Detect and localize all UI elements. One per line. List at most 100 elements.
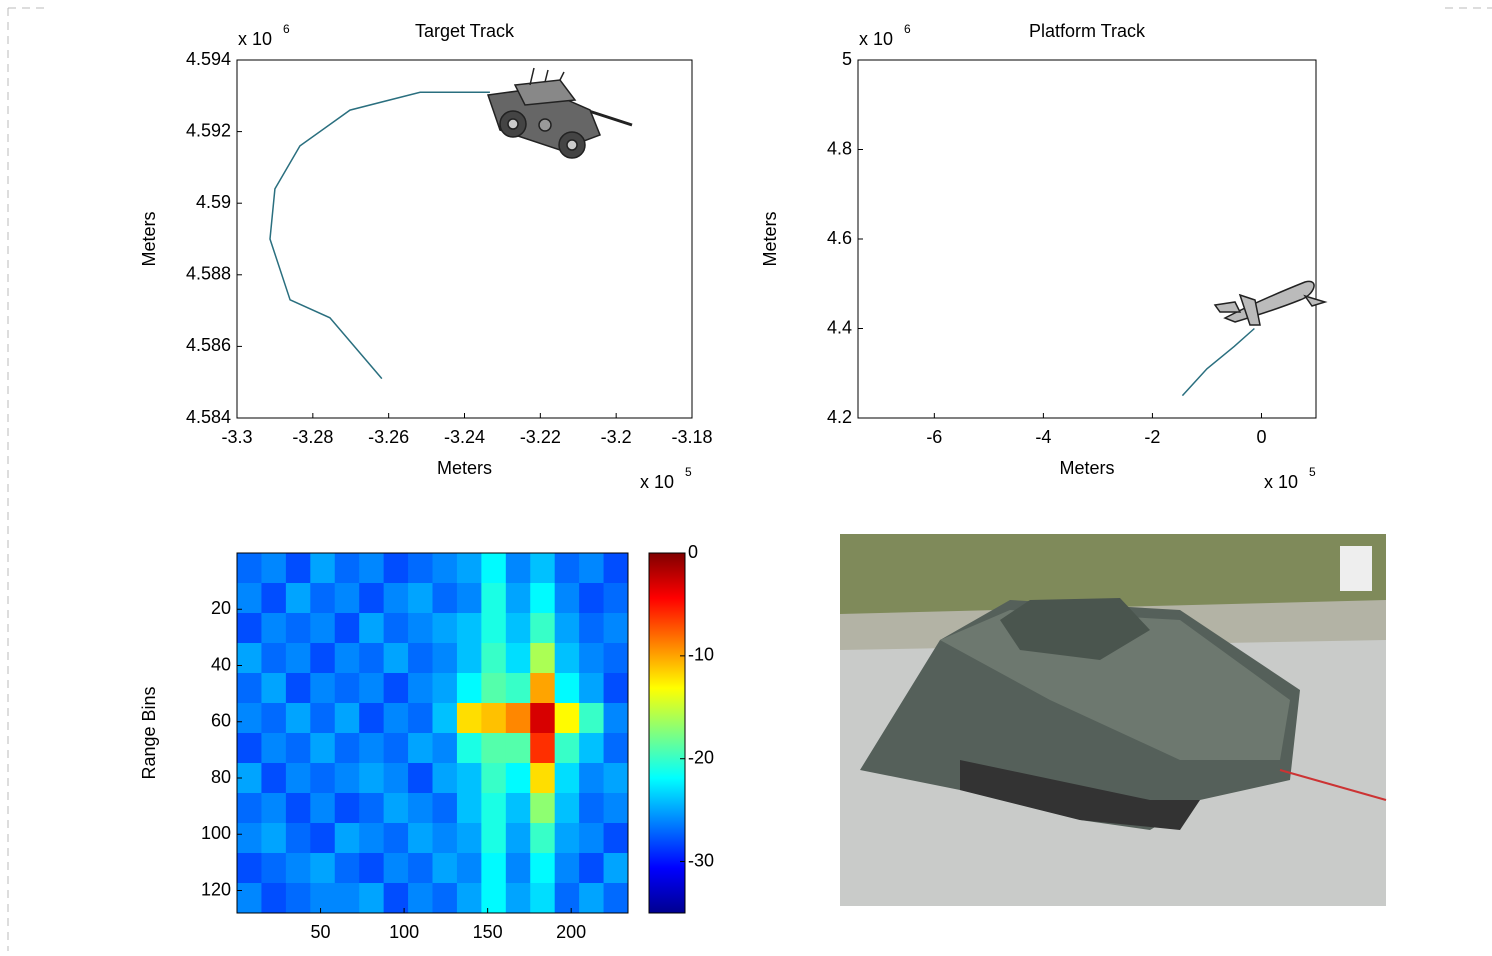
heatmap-cell: [506, 733, 531, 764]
x-tick-label: 100: [389, 922, 419, 942]
y-tick-label: 4.586: [186, 335, 231, 355]
y-tick-label: 4.4: [827, 317, 852, 337]
heatmap-cell: [359, 703, 384, 734]
heatmap-cell: [286, 793, 311, 824]
heatmap-cell: [335, 613, 360, 644]
heatmap-cell: [408, 853, 433, 884]
vehicle-icon: [488, 68, 632, 158]
heatmap-cell: [408, 643, 433, 674]
heatmap-cell: [335, 553, 360, 584]
heatmap-cell: [481, 613, 506, 644]
y-tick-label: 5: [842, 49, 852, 69]
y-tick-label: 4.6: [827, 228, 852, 248]
colorbar-tick-label: -30: [688, 850, 714, 870]
heatmap-cell: [359, 883, 384, 914]
heatmap-cell: [530, 853, 555, 884]
heatmap-cell: [237, 643, 262, 674]
heatmap-cell: [530, 733, 555, 764]
heatmap-cell: [261, 673, 286, 704]
heatmap-cell: [286, 553, 311, 584]
heatmap-cell: [555, 883, 580, 914]
x-tick-label: -3.22: [520, 427, 561, 447]
heatmap-cell: [433, 673, 458, 704]
heatmap-cell: [433, 823, 458, 854]
heatmap-cell: [359, 643, 384, 674]
x-tick-label: 150: [473, 922, 503, 942]
y-tick-label: 4.584: [186, 407, 231, 427]
heatmap-cell: [457, 883, 482, 914]
heatmap-cell: [359, 763, 384, 794]
x-tick-label: -3.24: [444, 427, 485, 447]
y-tick-label: 80: [211, 767, 231, 787]
heatmap-cell: [408, 883, 433, 914]
heatmap-cell: [433, 583, 458, 614]
colorbar-tick-label: -20: [688, 747, 714, 767]
x-tick-label: 200: [556, 922, 586, 942]
heatmap-cell: [555, 613, 580, 644]
heatmap-cell: [384, 673, 409, 704]
heatmap-cell: [433, 613, 458, 644]
heatmap-cell: [604, 673, 629, 704]
chart-title: Platform Track: [1029, 21, 1146, 41]
heatmap-cell: [237, 853, 262, 884]
heatmap-cell: [579, 673, 604, 704]
x-tick-label: -4: [1035, 427, 1051, 447]
heatmap-cell: [310, 763, 335, 794]
heatmap-cell: [457, 583, 482, 614]
heatmap-cell: [310, 703, 335, 734]
heatmap-cell: [506, 823, 531, 854]
heatmap-cell: [286, 763, 311, 794]
heatmap-cell: [457, 853, 482, 884]
heatmap-cell: [408, 823, 433, 854]
heatmap-cell: [604, 643, 629, 674]
plot-frame: [858, 60, 1316, 418]
heatmap-cell: [384, 763, 409, 794]
heatmap-cell: [384, 823, 409, 854]
x-tick-label: -3.18: [671, 427, 712, 447]
y-axis-label: Meters: [139, 211, 159, 266]
heatmap-cell: [604, 583, 629, 614]
heatmap-cell: [481, 793, 506, 824]
heatmap-cell: [433, 553, 458, 584]
x-axis-label: Meters: [1059, 458, 1114, 478]
heatmap-cell: [237, 673, 262, 704]
heatmap-cell: [237, 703, 262, 734]
heatmap-cell: [261, 733, 286, 764]
heatmap-cell: [261, 763, 286, 794]
heatmap-cell: [530, 703, 555, 734]
heatmap-cell: [530, 613, 555, 644]
heatmap-cell: [555, 853, 580, 884]
heatmap-cell: [310, 583, 335, 614]
heatmap-cell: [335, 643, 360, 674]
heatmap-cell: [237, 613, 262, 644]
heatmap-cell: [310, 673, 335, 704]
heatmap-cell: [530, 883, 555, 914]
heatmap-cell: [604, 883, 629, 914]
heatmap-cell: [384, 643, 409, 674]
heatmap-cell: [457, 733, 482, 764]
heatmap-cell: [335, 583, 360, 614]
heatmap-cell: [506, 763, 531, 794]
heatmap-cell: [481, 763, 506, 794]
y-axis-label: Range Bins: [139, 686, 159, 779]
heatmap-cell: [433, 763, 458, 794]
heatmap-cell: [579, 613, 604, 644]
heatmap-cell: [261, 823, 286, 854]
y-multiplier-power: 6: [904, 22, 911, 36]
y-tick-label: 4.59: [196, 192, 231, 212]
heatmap-cell: [506, 643, 531, 674]
heatmap-cell: [384, 613, 409, 644]
heatmap-cell: [530, 643, 555, 674]
heatmap-cell: [555, 583, 580, 614]
track-line: [1182, 329, 1254, 396]
heatmap-cell: [481, 823, 506, 854]
heatmap-cell: [457, 673, 482, 704]
y-tick-label: 100: [201, 823, 231, 843]
heatmap-cell: [359, 823, 384, 854]
heatmap-cell: [384, 883, 409, 914]
heatmap-cell: [481, 853, 506, 884]
heatmap-cell: [481, 703, 506, 734]
heatmap-cell: [506, 673, 531, 704]
heatmap-cell: [359, 613, 384, 644]
heatmap-cell: [579, 853, 604, 884]
